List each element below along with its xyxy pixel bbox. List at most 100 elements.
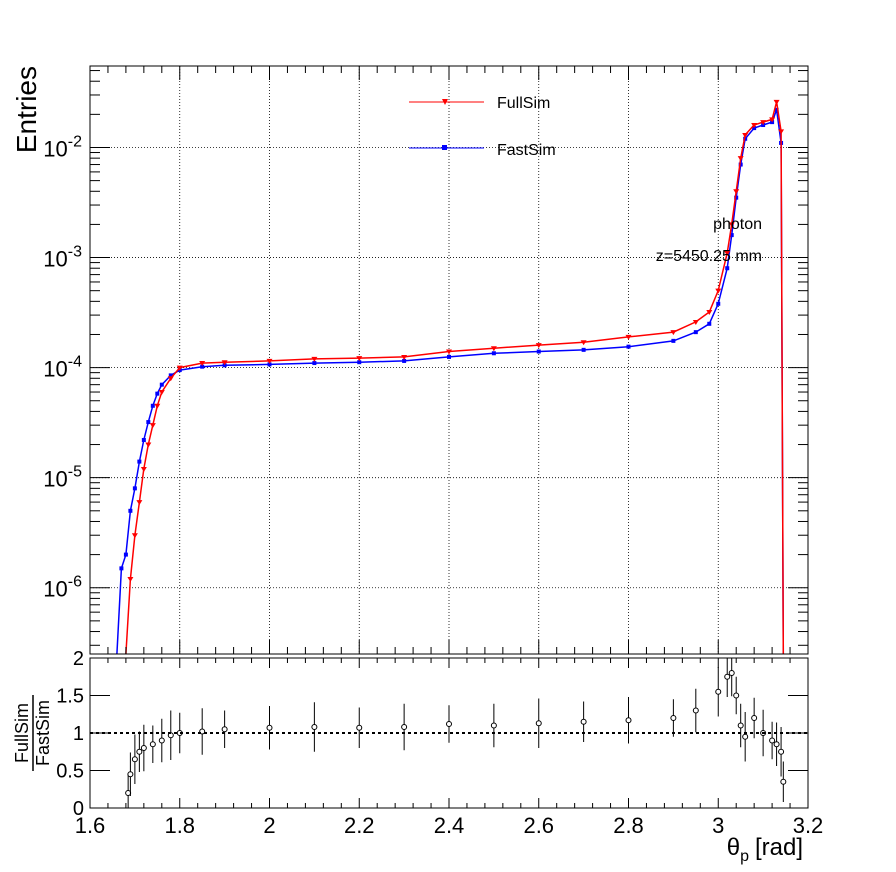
legend-marker-fullsim [442, 99, 448, 105]
main-y-tick-label: 10-2 [43, 133, 82, 161]
data-point-fastsim [357, 360, 362, 365]
data-point-fullsim [356, 356, 363, 362]
series-line-fastsim [116, 109, 785, 655]
main-y-tick-label-exponent: -6 [68, 574, 82, 591]
data-point-fullsim [580, 340, 587, 346]
main-series [116, 99, 785, 655]
series-line-fullsim [125, 101, 785, 655]
data-point-fastsim [222, 363, 227, 368]
ratio-point [401, 724, 408, 730]
ratio-y-tick-label: 1.5 [56, 686, 84, 708]
main-y-tick-label-base: 10 [43, 247, 67, 272]
ratio-point [158, 737, 165, 744]
ratio-y-tick-label: 0 [73, 798, 84, 820]
ratio-point [773, 741, 780, 748]
x-tick-label: 2.6 [523, 813, 554, 838]
ratio-y-label: FullSim FastSim [12, 695, 53, 771]
main-grid [89, 66, 809, 654]
ratio-point [535, 720, 542, 727]
data-point-fastsim [128, 508, 133, 513]
ratio-point [715, 688, 722, 695]
main-panel: 10-610-510-410-310-2 Entries FullSim Fas… [11, 65, 809, 655]
annotation-position: z=5450.25 mm [656, 248, 762, 265]
main-y-tick-label-exponent: -2 [68, 133, 82, 150]
ratio-point [140, 745, 147, 751]
data-point-fastsim [119, 566, 124, 571]
x-tick-label: 1.8 [164, 813, 195, 838]
data-point-fastsim [671, 338, 676, 343]
ratio-point [311, 724, 318, 730]
data-point-fastsim [137, 459, 142, 464]
data-point-fastsim [312, 361, 317, 366]
main-y-tick-label: 10-3 [43, 244, 82, 272]
ratio-point [356, 724, 363, 731]
main-y-tick-label: 10-4 [43, 354, 82, 382]
data-point-fastsim [725, 266, 730, 271]
main-y-label: Entries [11, 66, 42, 153]
data-point-fastsim [581, 347, 586, 352]
data-point-fullsim [670, 330, 677, 336]
ratio-point [769, 737, 776, 744]
ratio-point [751, 715, 758, 721]
main-y-tick-label: 10-6 [43, 574, 82, 602]
data-point-fastsim [707, 321, 712, 326]
data-point-fastsim [491, 351, 496, 356]
data-point-fullsim [728, 222, 735, 228]
x-tick-label: 2.8 [613, 813, 644, 838]
x-tick-label: 2.4 [434, 813, 465, 838]
ratio-point [670, 715, 677, 721]
data-point-fastsim [267, 362, 272, 367]
main-y-tick-label-base: 10 [43, 357, 67, 382]
legend: FullSim FastSim [409, 95, 556, 159]
ratio-panel: 1.6 1.8 2 2.2 2.4 2.6 2.8 3 3.2 0 0.5 1 1.5 2 FullSim… [12, 648, 823, 865]
data-point-fullsim [149, 423, 156, 429]
data-point-fullsim [154, 403, 161, 409]
data-point-fastsim [146, 420, 151, 425]
x-tick-label: 2 [263, 813, 275, 838]
data-point-fastsim [738, 162, 743, 167]
data-point-fastsim [132, 486, 137, 491]
ratio-y-tick-label: 0.5 [56, 761, 84, 783]
ratio-point [780, 778, 787, 785]
data-point-fastsim [402, 358, 407, 363]
annotation-particle: photon [713, 216, 762, 233]
x-axis-label-symbol: θ [727, 834, 740, 861]
data-point-fastsim [734, 195, 739, 200]
main-y-tick-label-exponent: -4 [68, 354, 82, 371]
data-point-fastsim [447, 354, 451, 359]
data-point-fullsim [199, 361, 206, 367]
main-y-tick-label: 10-5 [43, 464, 82, 492]
data-point-fastsim [774, 107, 779, 112]
ratio-point [692, 707, 699, 714]
ratio-point [778, 748, 785, 755]
data-point-fastsim [155, 391, 160, 396]
x-tick-label: 1.6 [75, 813, 106, 838]
ratio-point [149, 741, 156, 748]
data-point-fullsim [773, 99, 780, 105]
main-y-tick-label-exponent: -5 [68, 464, 82, 481]
x-tick-label: 3.2 [793, 813, 824, 838]
data-point-fullsim [715, 288, 722, 294]
legend-label-fastsim: FastSim [497, 142, 556, 159]
x-tick-label: 3 [712, 813, 724, 838]
data-point-fullsim [760, 120, 767, 126]
legend-label-fullsim: FullSim [497, 95, 550, 112]
ratio-y-tick-label: 2 [73, 648, 84, 670]
data-point-fullsim [706, 310, 713, 316]
ratio-y-label-denominator: FastSim [33, 700, 53, 766]
data-point-fastsim [159, 382, 164, 387]
main-ticks: 10-610-510-410-310-2 [43, 66, 809, 654]
data-point-fastsim [141, 437, 146, 442]
data-point-fastsim [752, 126, 757, 131]
ratio-point [446, 721, 452, 727]
ratio-point [737, 722, 744, 729]
ratio-point [131, 756, 138, 763]
data-point-fullsim [778, 129, 785, 135]
data-point-fastsim [536, 349, 541, 354]
data-point-fullsim [140, 466, 147, 472]
x-axis-label-subscript: p [740, 848, 749, 865]
ratio-point [127, 771, 134, 778]
ratio-point [625, 717, 632, 724]
data-point-fullsim [737, 156, 744, 162]
data-point-fullsim [127, 577, 134, 583]
